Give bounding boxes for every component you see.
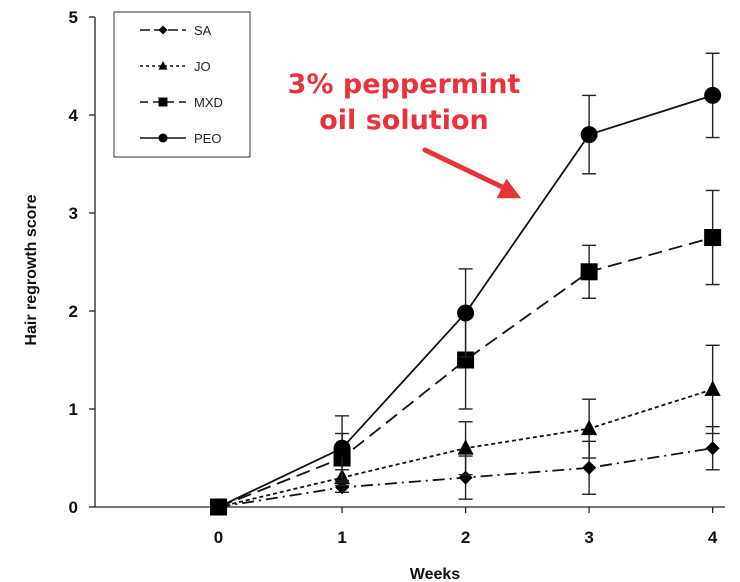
legend-marker (158, 133, 168, 143)
data-point (582, 460, 597, 475)
data-point (580, 263, 598, 281)
series-group (210, 52, 722, 516)
annotation-text: oil solution (319, 105, 489, 136)
data-point (704, 380, 721, 396)
y-tick-label: 2 (69, 302, 78, 321)
y-tick-label: 0 (69, 498, 78, 517)
legend-marker (158, 60, 168, 70)
y-tick-label: 5 (69, 8, 78, 27)
data-point (457, 351, 475, 369)
data-point (333, 439, 351, 457)
data-point (704, 229, 722, 246)
legend-box (113, 11, 251, 158)
data-point (704, 86, 722, 104)
legend-label: MXD (194, 95, 223, 110)
legend: SA JO MXD PEO (113, 11, 251, 158)
x-tick-label: 1 (337, 528, 346, 547)
series-peo (210, 52, 722, 516)
x-tick-label: 4 (708, 528, 718, 547)
annotation-arrow-shaft (422, 147, 514, 194)
axes: 0 1 2 3 4 5 0 1 2 3 4 Weeks Hair regrowth score (23, 8, 725, 582)
legend-marker (158, 25, 168, 35)
data-point (210, 498, 228, 516)
series-line (218, 236, 713, 508)
legend-label: SA (194, 23, 212, 38)
data-point (457, 304, 475, 322)
y-tick-label: 4 (69, 106, 79, 125)
annotation: 3% peppermint oil solution (288, 69, 522, 199)
data-point (580, 126, 598, 144)
y-tick-label: 1 (69, 400, 78, 419)
y-axis-label: Hair regrowth score (23, 194, 40, 345)
annotation-text: 3% peppermint (288, 69, 521, 100)
data-point (457, 439, 474, 455)
legend-label: JO (194, 59, 211, 74)
y-tick-label: 3 (69, 204, 78, 223)
x-tick-label: 3 (584, 528, 593, 547)
x-axis-label: Weeks (410, 566, 461, 582)
x-tick-label: 2 (461, 528, 470, 547)
legend-marker (158, 97, 168, 107)
x-tick-label: 0 (214, 528, 223, 547)
data-point (705, 441, 720, 456)
data-point (581, 419, 598, 436)
legend-label: PEO (194, 131, 221, 146)
annotation-arrow-head (496, 178, 522, 199)
